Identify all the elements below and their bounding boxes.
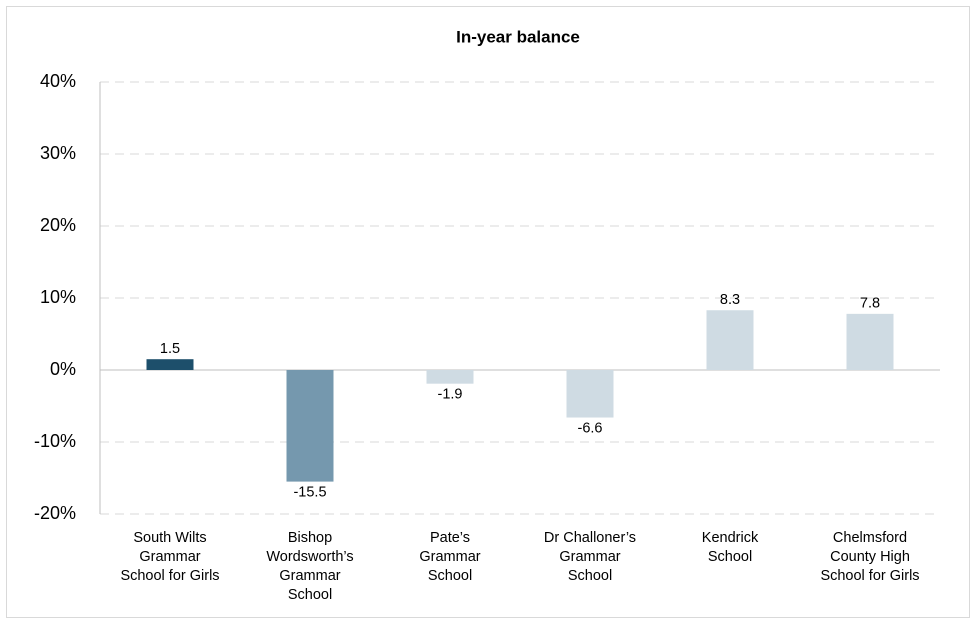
x-tick-label: Dr Challoner’s Grammar School: [543, 530, 637, 584]
bar: [566, 370, 614, 418]
x-tick-label: Chelmsford County High School for Girls: [820, 530, 920, 584]
chart-border: [6, 6, 970, 618]
bar: [426, 370, 474, 384]
x-tick-label: Pate’s Grammar School: [419, 530, 481, 584]
bar: [286, 370, 334, 482]
data-label: -15.5: [293, 484, 326, 500]
data-label: -6.6: [578, 420, 603, 436]
y-tick-label: 40%: [40, 71, 76, 91]
y-tick-label: 0%: [50, 359, 76, 379]
bar: [846, 313, 894, 370]
chart-title: In-year balance: [456, 27, 580, 46]
y-tick-label: -10%: [34, 431, 76, 451]
data-label: 7.8: [860, 296, 880, 312]
y-tick-label: 20%: [40, 215, 76, 235]
y-tick-label: 30%: [40, 143, 76, 163]
bar: [146, 359, 194, 370]
x-tick-label: South Wilts Grammar School for Girls: [120, 530, 220, 584]
data-label: 1.5: [160, 341, 180, 357]
y-tick-label: 10%: [40, 287, 76, 307]
y-tick-label: -20%: [34, 503, 76, 523]
bar: [706, 310, 754, 370]
x-tick-label: Kendrick School: [701, 530, 759, 565]
data-label: -1.9: [438, 387, 463, 403]
data-label: 8.3: [720, 292, 740, 308]
x-tick-label: Bishop Wordsworth’s Grammar School: [266, 530, 354, 603]
